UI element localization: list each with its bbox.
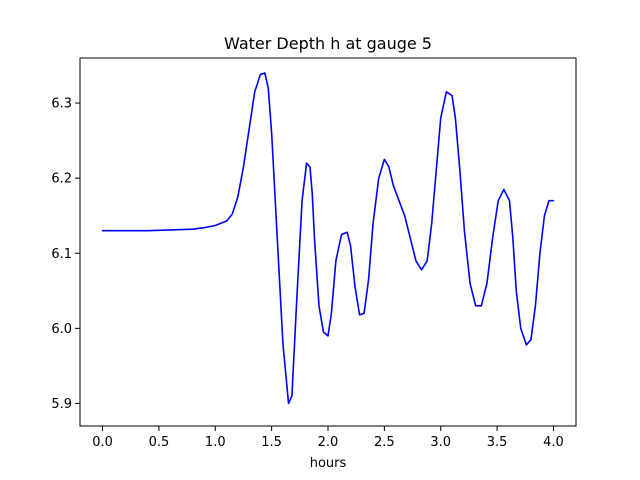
x-tick-label: 2.5 (374, 435, 395, 450)
x-tick-label: 2.0 (318, 435, 339, 450)
y-tick-label: 6.1 (51, 247, 72, 262)
x-tick-label: 1.5 (261, 435, 282, 450)
y-tick-label: 6.3 (51, 97, 72, 112)
x-axis-label: hours (310, 456, 347, 471)
chart-title: Water Depth h at gauge 5 (224, 34, 432, 53)
plot-frame (79, 57, 577, 427)
x-tick-label: 4.0 (543, 435, 564, 450)
plot-area: 0.0 0.5 1.0 1.5 2.0 2.5 3.0 3.5 4.0 5.9 6.0 6.1 6.2 6… (51, 57, 577, 450)
y-tick-label: 6.2 (51, 172, 72, 187)
series-line-0 (101, 72, 555, 405)
x-tick-label: 3.5 (487, 435, 508, 450)
y-tick-label: 5.9 (51, 397, 72, 412)
x-tick-label: 3.0 (430, 435, 451, 450)
x-tick-label: 0.0 (92, 435, 113, 450)
x-tick-label: 0.5 (149, 435, 170, 450)
y-tick-label: 6.0 (51, 322, 72, 337)
x-tick-label: 1.0 (205, 435, 226, 450)
